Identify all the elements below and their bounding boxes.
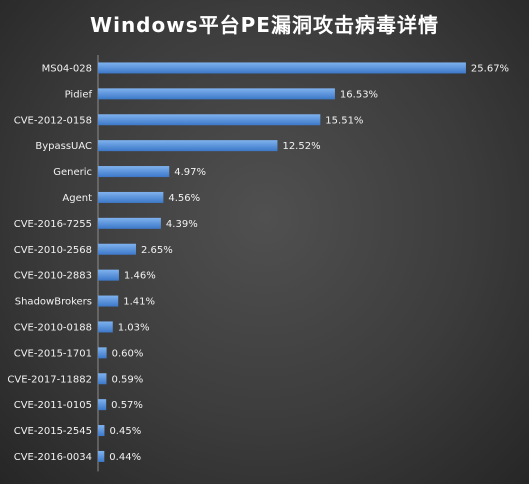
bar-mark (98, 399, 107, 411)
category-tick-label: CVE-2011-0105 (14, 400, 92, 411)
bar-mark (98, 114, 321, 126)
bar-value-label: 0.44% (109, 452, 141, 463)
bar-mark (98, 191, 164, 203)
bar-value-label: 0.57% (111, 400, 143, 411)
bar-mark (98, 140, 278, 152)
category-tick-label: Pidief (65, 89, 93, 100)
bar-mark (98, 243, 136, 255)
bar-mark (98, 269, 119, 281)
category-tick-label: CVE-2016-0034 (14, 452, 92, 463)
bar-mark (98, 295, 119, 307)
category-tick-label: CVE-2015-1701 (14, 348, 92, 359)
bar-mark (98, 62, 466, 74)
bar-mark (98, 373, 107, 385)
bar-value-label: 1.03% (118, 322, 150, 333)
bar-mark (98, 217, 161, 229)
bar-value-label: 16.53% (340, 89, 378, 100)
category-tick-label: ShadowBrokers (15, 297, 92, 308)
category-tick-label: CVE-2010-2568 (14, 245, 92, 256)
category-tick-label: CVE-2010-0188 (14, 322, 92, 333)
bar-value-label: 1.41% (123, 297, 155, 308)
bar-mark (98, 88, 335, 100)
bar-value-label: 15.51% (325, 115, 363, 126)
category-tick-label: CVE-2017-11882 (7, 374, 92, 385)
bar-mark (98, 425, 105, 437)
bar-mark (98, 450, 105, 462)
category-tick-label: BypassUAC (35, 141, 92, 152)
bar-value-label: 12.52% (282, 141, 320, 152)
category-tick-label: CVE-2015-2545 (14, 426, 92, 437)
category-tick-label: Generic (53, 167, 92, 178)
category-tick-label: CVE-2012-0158 (14, 115, 92, 126)
bar-mark (98, 321, 113, 333)
category-tick-label: Agent (62, 193, 92, 204)
chart-title: Windows平台PE漏洞攻击病毒详情 (90, 13, 439, 37)
bar-mark (98, 166, 170, 178)
bar-value-label: 4.56% (168, 193, 200, 204)
bar-value-label: 25.67% (471, 63, 509, 74)
category-tick-label: MS04-028 (42, 63, 92, 74)
bar-mark (98, 347, 107, 359)
bar-value-label: 2.65% (141, 245, 173, 256)
bar-value-label: 0.59% (111, 374, 143, 385)
bar-value-label: 4.97% (174, 167, 206, 178)
category-tick-label: CVE-2010-2883 (14, 271, 92, 282)
bar-value-label: 0.45% (109, 426, 141, 437)
category-tick-label: CVE-2016-7255 (14, 219, 92, 230)
bar-value-label: 0.60% (112, 348, 144, 359)
bar-value-label: 4.39% (166, 219, 198, 230)
bar-value-label: 1.46% (124, 271, 156, 282)
